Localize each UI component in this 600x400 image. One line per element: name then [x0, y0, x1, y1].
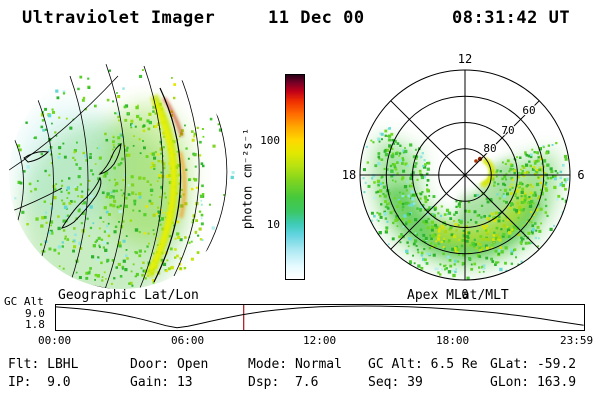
status-gc-alt: GC Alt: 6.5 Re: [368, 357, 478, 372]
polar-grid: [359, 69, 571, 281]
mlat-ring-label-60: 60: [522, 104, 535, 117]
limb-aurora-arc: [145, 94, 187, 278]
altitude-curve: [55, 305, 584, 329]
image-pixels: [14, 69, 235, 287]
app-title: Ultraviolet Imager: [22, 8, 216, 28]
mlt-label-6: 6: [577, 168, 584, 182]
mlat-ring-label-70: 70: [501, 124, 514, 137]
colorbar-tick-10: 10: [266, 218, 280, 231]
colorbar: [285, 74, 305, 280]
xtick-2359: 23:59: [560, 334, 594, 347]
altitude-timeline: [55, 304, 585, 331]
ytick-9.0: 9.0: [25, 307, 45, 320]
apex-polar-plot: 12 0 18 6 60 70 80: [342, 52, 585, 300]
xtick-1800: 18:00: [436, 334, 470, 347]
xtick-0000: 00:00: [38, 334, 72, 347]
caption-apex: Apex MLat/MLT: [407, 288, 509, 303]
polar-axis-labels: 12 0 18 6 60 70 80: [342, 52, 585, 300]
mlat-ring-label-80: 80: [483, 142, 496, 155]
status-gain: Gain: 13: [130, 375, 193, 390]
status-door: Door: Open: [130, 357, 209, 372]
status-ip: IP: 9.0: [8, 375, 71, 390]
xtick-0600: 06:00: [171, 334, 205, 347]
mlt-label-12: 12: [458, 52, 472, 66]
header-date: 11 Dec 00: [268, 8, 365, 28]
bright-crescent: [474, 156, 495, 188]
geographic-image-plot: [9, 63, 235, 289]
header-time: 08:31:42 UT: [452, 8, 571, 28]
xtick-1200: 12:00: [303, 334, 337, 347]
coastlines: [23, 142, 122, 229]
status-seq: Seq: 39: [368, 375, 423, 390]
altitude-axis-label: GC Alt: [4, 295, 44, 308]
image-gap: [467, 161, 489, 183]
status-glon: GLon: 163.9: [490, 375, 577, 390]
colorbar-tick-100: 100: [260, 134, 280, 147]
status-glat: GLat: -59.2: [490, 357, 577, 372]
colorbar-unit-label: photon cm⁻²s⁻¹: [240, 127, 255, 230]
status-dsp: Dsp: 7.6: [248, 375, 319, 390]
status-flt: Flt: LBHL: [8, 357, 79, 372]
mlt-label-18: 18: [342, 168, 356, 182]
mlt-label-0: 0: [461, 287, 468, 300]
status-mode: Mode: Normal: [248, 357, 342, 372]
caption-geographic: Geographic Lat/Lon: [58, 288, 199, 303]
ytick-1.8: 1.8: [25, 318, 45, 331]
